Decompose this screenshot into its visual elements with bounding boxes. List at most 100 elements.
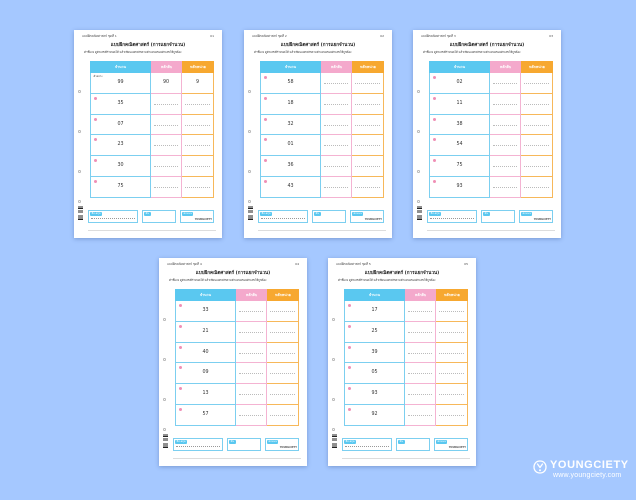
class-box[interactable]: ชั้น [227, 438, 261, 451]
units-answer-cell[interactable] [436, 321, 468, 343]
score-box[interactable]: คะแนน YOUNGCIETY [180, 210, 214, 223]
tens-answer-cell[interactable] [321, 114, 352, 136]
answer-line [270, 352, 295, 354]
tens-answer-cell[interactable] [151, 114, 182, 136]
units-answer-cell[interactable] [267, 384, 299, 405]
tens-answer-cell[interactable] [321, 73, 352, 94]
header-number: จำนวน [429, 61, 490, 73]
units-answer-cell[interactable] [267, 404, 299, 426]
student-info-box[interactable]: ชื่อ-สกุล [88, 210, 138, 223]
units-answer-cell[interactable] [182, 93, 214, 115]
score-box[interactable]: คะแนน YOUNGCIETY [519, 210, 553, 223]
units-answer-cell[interactable] [182, 176, 214, 198]
tens-answer-cell[interactable] [236, 321, 267, 343]
units-answer-cell[interactable] [436, 342, 468, 364]
tens-answer-cell[interactable] [490, 73, 521, 94]
units-answer-cell[interactable] [182, 114, 214, 136]
table-row: 11 [429, 93, 553, 115]
student-info-box[interactable]: ชื่อ-สกุล [258, 210, 308, 223]
student-info-box[interactable]: ชื่อ-สกุล [342, 438, 392, 451]
tens-answer-cell[interactable] [151, 135, 182, 157]
tens-answer-cell[interactable] [490, 135, 521, 157]
score-box[interactable]: คะแนน YOUNGCIETY [350, 210, 384, 223]
tens-answer-cell[interactable] [405, 342, 436, 364]
given-number: 25 [371, 328, 378, 334]
tens-answer-cell[interactable] [321, 93, 352, 115]
tens-answer-cell[interactable] [236, 301, 267, 322]
answer-line [154, 166, 178, 168]
units-answer-cell[interactable] [267, 321, 299, 343]
table-row: 75 [90, 176, 214, 198]
score-box[interactable]: คะแนน YOUNGCIETY [434, 438, 468, 451]
tens-answer-cell[interactable] [321, 156, 352, 177]
units-answer-cell[interactable] [521, 135, 553, 157]
units-answer-cell[interactable] [352, 176, 384, 198]
score-box[interactable]: คะแนน YOUNGCIETY [265, 438, 299, 451]
answer-line [524, 83, 549, 84]
tens-answer-cell[interactable] [236, 384, 267, 405]
tens-answer-cell[interactable] [321, 135, 352, 157]
brand-url: www.youngciety.com [553, 472, 622, 479]
units-answer-cell[interactable] [521, 73, 553, 94]
units-answer-cell[interactable] [436, 404, 468, 426]
class-box[interactable]: ชั้น [396, 438, 430, 451]
table-row: 21 [175, 321, 299, 343]
student-info-box[interactable]: ชื่อ-สกุล [173, 438, 223, 451]
tens-answer-cell[interactable] [405, 384, 436, 405]
units-answer-cell[interactable] [436, 363, 468, 385]
given-number: 54 [456, 142, 463, 148]
tens-answer-cell[interactable] [490, 176, 521, 198]
units-answer-cell[interactable] [352, 135, 384, 157]
class-box[interactable]: ชั้น [312, 210, 346, 223]
page-number: 02 [380, 34, 384, 38]
youngciety-logo-icon [533, 460, 547, 474]
units-answer-cell[interactable] [436, 384, 468, 405]
answer-line [324, 103, 348, 105]
tens-answer-cell[interactable] [151, 156, 182, 177]
tens-answer-cell[interactable] [236, 342, 267, 364]
units-answer-cell[interactable] [352, 73, 384, 94]
units-answer-cell[interactable] [352, 156, 384, 177]
number-cell: 93 [429, 176, 490, 198]
tens-answer-cell[interactable] [490, 114, 521, 136]
table-row: 23 [90, 135, 214, 157]
number-cell: 36 [260, 156, 321, 177]
footer-brand: YOUNGCIETY [533, 218, 551, 221]
units-answer-cell[interactable] [521, 114, 553, 136]
units-answer-cell[interactable] [521, 156, 553, 177]
number-cell: 11 [429, 93, 490, 115]
units-answer-cell[interactable] [436, 301, 468, 322]
units-answer-cell[interactable] [521, 176, 553, 198]
tens-answer-cell[interactable] [236, 363, 267, 385]
tens-answer-cell[interactable] [321, 176, 352, 198]
header-number: จำนวน [175, 289, 236, 301]
tens-answer-cell[interactable] [151, 93, 182, 115]
table-header: จำนวน หลักสิบ หลักหน่วย [175, 289, 299, 301]
tens-answer-cell[interactable] [405, 321, 436, 343]
units-answer-cell[interactable] [352, 114, 384, 136]
name-line [261, 218, 305, 219]
units-answer-cell[interactable] [521, 93, 553, 115]
class-box[interactable]: ชั้น [481, 210, 515, 223]
units-answer-cell[interactable] [182, 156, 214, 177]
units-answer-cell[interactable] [267, 363, 299, 385]
tens-answer-cell[interactable] [236, 404, 267, 426]
tens-answer-cell[interactable] [405, 301, 436, 322]
number-cell: 21 [175, 321, 236, 343]
student-info-box[interactable]: ชื่อ-สกุล [427, 210, 477, 223]
tens-answer-cell[interactable] [405, 404, 436, 426]
table-row: 02 [429, 73, 553, 94]
class-box[interactable]: ชั้น [142, 210, 176, 223]
units-answer-cell[interactable] [352, 93, 384, 115]
table-row: 25 [344, 321, 468, 343]
answer-line [324, 166, 348, 168]
tens-answer-cell[interactable] [490, 93, 521, 115]
tens-answer-cell[interactable] [151, 176, 182, 198]
place-value-table: จำนวน หลักสิบ หลักหน่วย 58 18 32 01 36 43 [260, 61, 384, 198]
tens-answer-cell[interactable] [490, 156, 521, 177]
tens-answer-cell[interactable] [405, 363, 436, 385]
units-answer-cell[interactable] [267, 301, 299, 322]
units-answer-cell[interactable] [182, 135, 214, 157]
units-answer-cell[interactable] [267, 342, 299, 364]
worksheet-page: แบบฝึกคณิตศาสตร์ ชุดที่ 5 05 แบบฝึกคณิตศาส… [328, 258, 476, 466]
